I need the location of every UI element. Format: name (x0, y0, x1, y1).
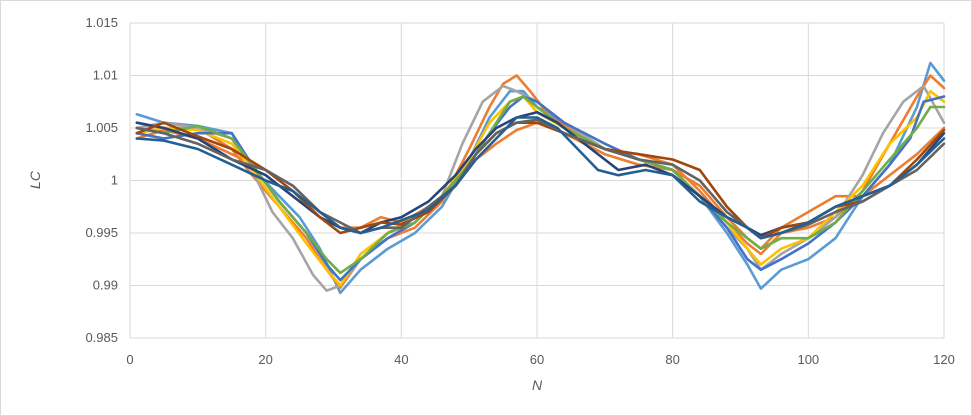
y-tick-label: 0.995 (85, 225, 118, 240)
y-tick-label: 1.01 (93, 68, 118, 83)
x-tick-label: 120 (933, 352, 955, 367)
x-tick-label: 100 (797, 352, 819, 367)
y-tick-label: 1.005 (85, 120, 118, 135)
x-tick-label: 20 (258, 352, 272, 367)
series-line-7 (135, 95, 946, 275)
x-tick-label: 60 (530, 352, 544, 367)
y-axis-title: LC (27, 170, 43, 189)
series-line-5 (135, 89, 946, 287)
y-tick-label: 0.99 (93, 278, 118, 293)
x-tick-label: 80 (665, 352, 679, 367)
y-tick-label: 1 (111, 173, 118, 188)
x-axis-ticks: 0 20 40 60 80 100 120 (126, 352, 954, 367)
y-tick-label: 0.985 (85, 330, 118, 345)
series-line-11 (135, 116, 946, 240)
series-line-4 (135, 84, 946, 292)
series-line-3 (135, 74, 946, 289)
grid-lines (129, 22, 945, 339)
y-tick-label: 1.015 (85, 15, 118, 30)
y-axis-ticks: 0.985 0.99 0.995 1 1.005 1.01 1.015 (85, 15, 118, 345)
x-axis-title: N (532, 377, 543, 393)
series-group (135, 61, 946, 295)
series-line-10 (135, 118, 946, 240)
x-tick-label: 40 (394, 352, 408, 367)
x-tick-label: 0 (126, 352, 133, 367)
